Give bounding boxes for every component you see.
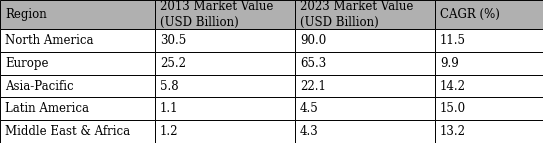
Bar	[435, 75, 543, 97]
Text: CAGR (%): CAGR (%)	[440, 8, 500, 21]
Text: 13.2: 13.2	[440, 125, 466, 138]
Text: Region: Region	[5, 8, 47, 21]
Bar	[155, 75, 295, 97]
Text: 30.5: 30.5	[160, 34, 186, 47]
Bar	[155, 29, 295, 52]
Bar	[295, 75, 435, 97]
Bar	[295, 0, 435, 29]
Bar	[0, 0, 155, 29]
Text: Asia-Pacific: Asia-Pacific	[5, 80, 74, 93]
Text: Europe: Europe	[5, 57, 48, 70]
Bar	[0, 75, 155, 97]
Text: 2013 Market Value
(USD Billion): 2013 Market Value (USD Billion)	[160, 0, 273, 29]
Bar	[435, 97, 543, 120]
Bar	[295, 29, 435, 52]
Text: 22.1: 22.1	[300, 80, 326, 93]
Text: 90.0: 90.0	[300, 34, 326, 47]
Bar	[295, 97, 435, 120]
Text: Latin America: Latin America	[5, 102, 89, 115]
Bar	[295, 52, 435, 75]
Text: 15.0: 15.0	[440, 102, 466, 115]
Bar	[435, 29, 543, 52]
Bar	[0, 29, 155, 52]
Text: 4.3: 4.3	[300, 125, 319, 138]
Text: 65.3: 65.3	[300, 57, 326, 70]
Text: 2023 Market Value
(USD Billion): 2023 Market Value (USD Billion)	[300, 0, 413, 29]
Text: Middle East & Africa: Middle East & Africa	[5, 125, 130, 138]
Bar	[155, 120, 295, 143]
Bar	[155, 0, 295, 29]
Text: 1.2: 1.2	[160, 125, 179, 138]
Bar	[0, 52, 155, 75]
Bar	[295, 120, 435, 143]
Bar	[435, 52, 543, 75]
Text: 5.8: 5.8	[160, 80, 179, 93]
Bar	[0, 97, 155, 120]
Text: 4.5: 4.5	[300, 102, 319, 115]
Bar	[155, 97, 295, 120]
Bar	[435, 120, 543, 143]
Text: North America: North America	[5, 34, 93, 47]
Bar	[155, 52, 295, 75]
Text: 25.2: 25.2	[160, 57, 186, 70]
Bar	[0, 120, 155, 143]
Text: 11.5: 11.5	[440, 34, 466, 47]
Bar	[435, 0, 543, 29]
Text: 14.2: 14.2	[440, 80, 466, 93]
Text: 1.1: 1.1	[160, 102, 179, 115]
Text: 9.9: 9.9	[440, 57, 459, 70]
